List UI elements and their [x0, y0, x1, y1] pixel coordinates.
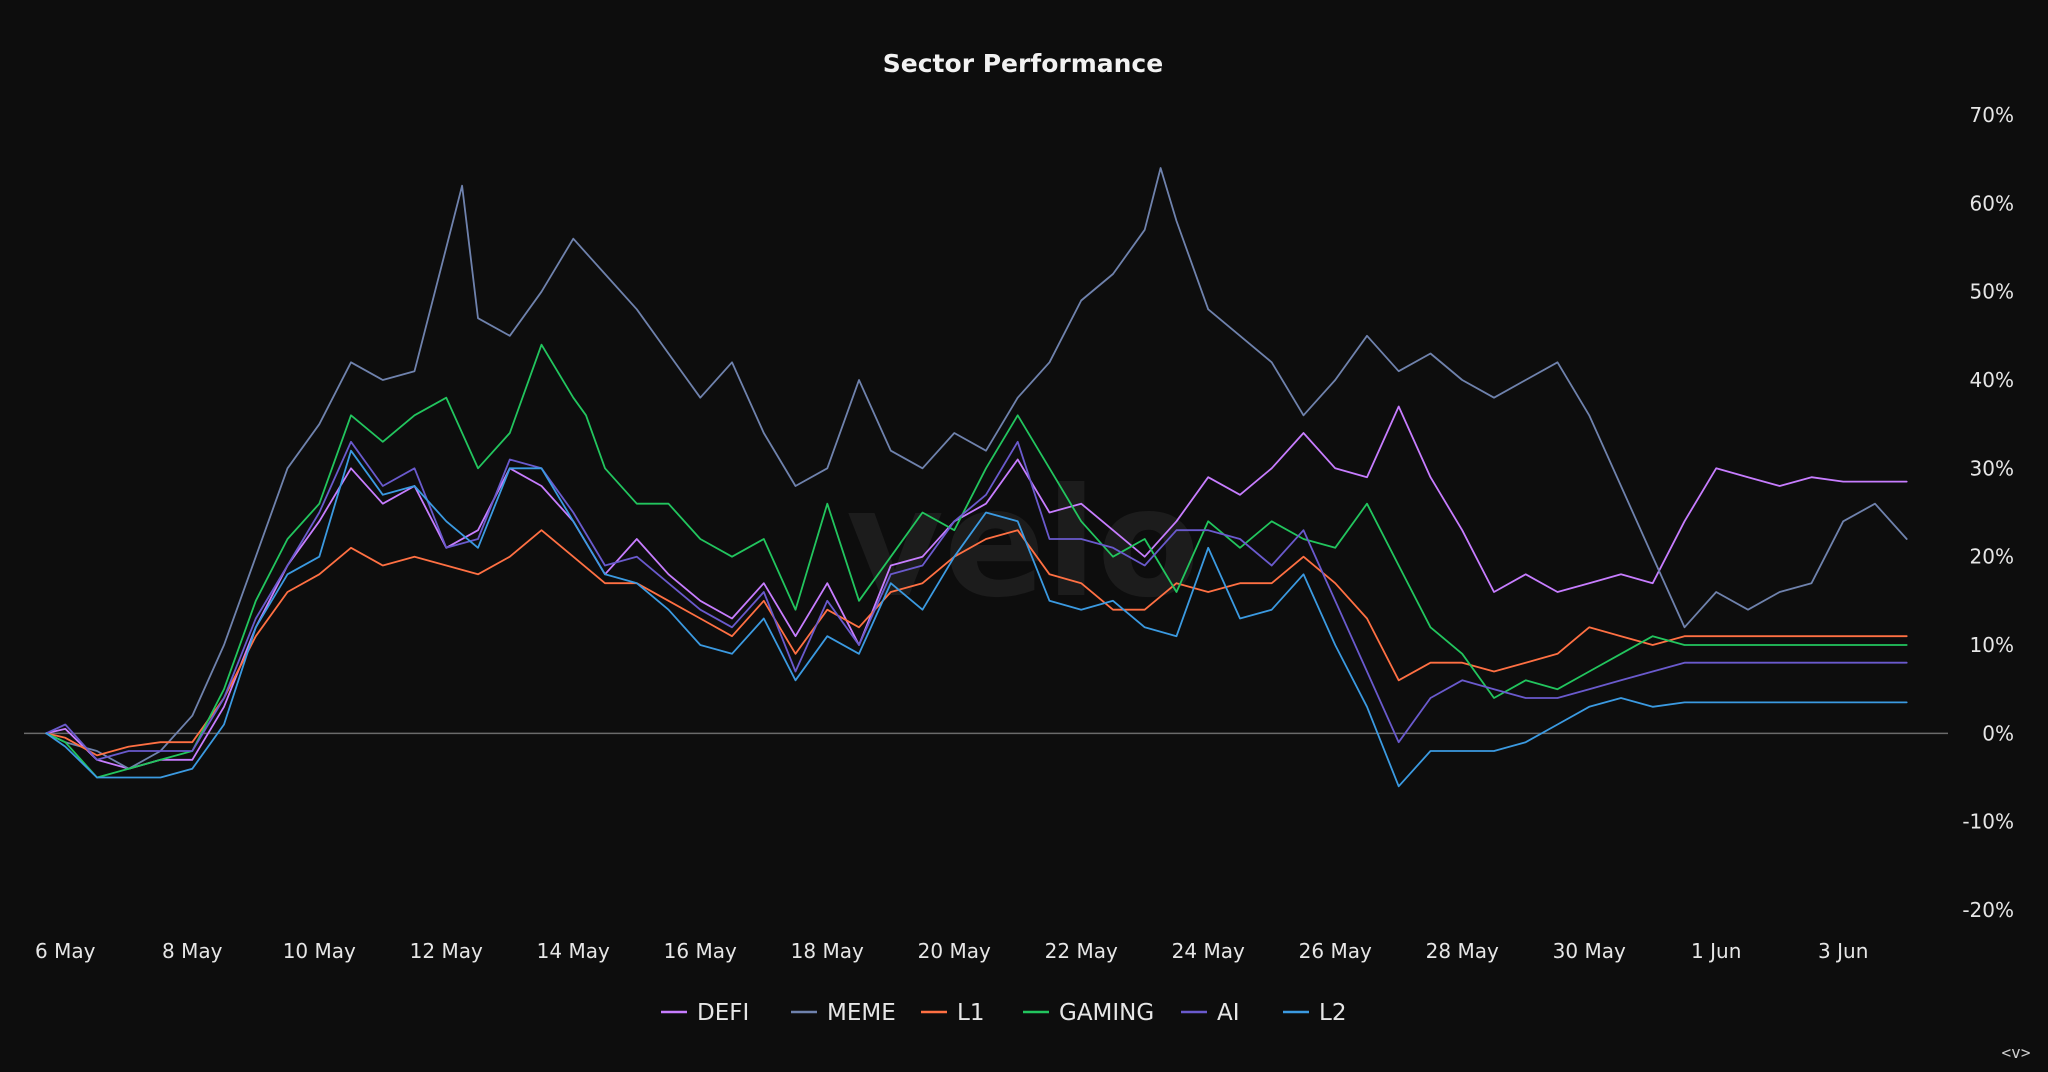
y-tick-label: 60% — [1970, 191, 2014, 215]
series-line-gaming — [45, 343, 1908, 779]
legend-label: MEME — [827, 1000, 896, 1026]
chart-title: Sector Performance — [883, 49, 1163, 78]
legend-item-l1[interactable]: L1 — [921, 1000, 984, 1026]
series-line-meme — [45, 167, 1908, 770]
x-tick-label: 6 May — [35, 939, 96, 963]
legend: DEFI MEME L1 GAMING AI L2 — [661, 1000, 1346, 1026]
y-tick-label: 30% — [1970, 456, 2014, 480]
series-line-ai — [45, 440, 1908, 761]
x-tick-label: 3 Jun — [1818, 939, 1868, 963]
x-tick-label: 8 May — [162, 939, 223, 963]
y-tick-label: -20% — [1962, 898, 2014, 922]
y-tick-label: 40% — [1970, 368, 2014, 392]
x-tick-label: 16 May — [664, 939, 737, 963]
legend-label: L1 — [957, 1000, 984, 1026]
series-line-l2 — [45, 449, 1908, 788]
x-tick-label: 18 May — [791, 939, 864, 963]
legend-label: L2 — [1319, 1000, 1346, 1026]
x-tick-label: 1 Jun — [1691, 939, 1741, 963]
y-tick-label: 70% — [1970, 103, 2014, 127]
watermark-logo: velo — [846, 457, 1200, 631]
x-tick-label: 30 May — [1553, 939, 1626, 963]
legend-item-ai[interactable]: AI — [1181, 1000, 1240, 1026]
series-line-defi — [45, 405, 1908, 770]
series-line-l1 — [45, 529, 1908, 757]
legend-label: AI — [1217, 1000, 1240, 1026]
y-axis-ticks: -20% -10% 0% 10% 20% 30% 40% 50% 60% 70% — [1962, 103, 2014, 922]
legend-label: DEFI — [697, 1000, 749, 1026]
y-tick-label: 10% — [1970, 633, 2014, 657]
x-tick-label: 26 May — [1299, 939, 1372, 963]
expand-toggle-icon[interactable]: <v> — [2002, 1043, 2031, 1062]
x-tick-label: 28 May — [1426, 939, 1499, 963]
y-tick-label: -10% — [1962, 810, 2014, 834]
y-tick-label: 0% — [1982, 721, 2014, 745]
series-lines — [45, 167, 1908, 788]
y-tick-label: 20% — [1970, 545, 2014, 569]
legend-item-defi[interactable]: DEFI — [661, 1000, 749, 1026]
x-tick-label: 12 May — [410, 939, 483, 963]
legend-item-l2[interactable]: L2 — [1283, 1000, 1346, 1026]
x-tick-label: 20 May — [918, 939, 991, 963]
x-tick-label: 22 May — [1045, 939, 1118, 963]
x-tick-label: 10 May — [283, 939, 356, 963]
x-axis-ticks: 6 May 8 May 10 May 12 May 14 May 16 May 18 May… — [35, 939, 1868, 963]
legend-item-gaming[interactable]: GAMING — [1023, 1000, 1154, 1026]
x-tick-label: 14 May — [537, 939, 610, 963]
x-tick-label: 24 May — [1172, 939, 1245, 963]
legend-item-meme[interactable]: MEME — [791, 1000, 896, 1026]
legend-label: GAMING — [1059, 1000, 1154, 1026]
y-tick-label: 50% — [1970, 280, 2014, 304]
